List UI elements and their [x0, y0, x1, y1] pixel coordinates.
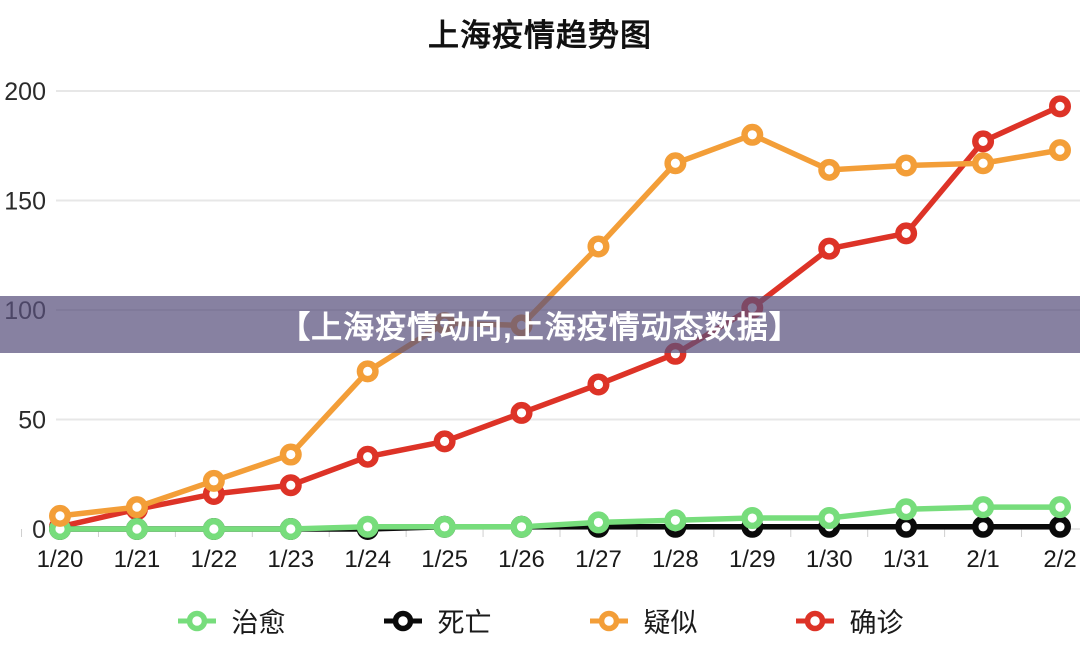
series-confirmed-point	[356, 445, 379, 468]
series-cured-point	[125, 518, 148, 541]
svg-text:0: 0	[32, 516, 46, 544]
svg-text:1/20: 1/20	[37, 546, 84, 573]
legend-item-confirmed[interactable]: 确诊	[795, 601, 904, 640]
series-cured-point	[664, 509, 687, 532]
series-cured-point	[202, 518, 225, 541]
series-cured-point	[1048, 496, 1071, 519]
series-deaths-point	[972, 515, 995, 538]
svg-text:50: 50	[18, 407, 46, 435]
series-deaths-point	[1048, 515, 1071, 538]
series-cured	[49, 496, 1071, 541]
legend-item-suspected[interactable]: 疑似	[589, 601, 698, 640]
svg-text:1/31: 1/31	[883, 546, 930, 573]
series-cured-point	[587, 511, 610, 534]
series-confirmed-point	[587, 373, 610, 396]
legend-item-cured[interactable]: 治愈	[177, 601, 286, 640]
legend-label-deaths: 死亡	[437, 608, 492, 638]
series-deaths-point	[895, 515, 918, 538]
suspected-marker-icon	[589, 610, 628, 631]
svg-text:1/28: 1/28	[652, 546, 699, 573]
series-cured-point	[433, 515, 456, 538]
series-suspected-point	[741, 123, 764, 146]
svg-text:1/26: 1/26	[498, 546, 545, 573]
legend-item-deaths[interactable]: 死亡	[383, 601, 492, 640]
svg-text:1/29: 1/29	[729, 546, 776, 573]
page-title: 上海疫情趋势图	[428, 18, 652, 53]
series-suspected-point	[587, 235, 610, 258]
svg-text:1/27: 1/27	[575, 546, 622, 573]
series-cured-point	[895, 498, 918, 521]
svg-text:1/23: 1/23	[267, 546, 314, 573]
confirmed-marker-icon	[795, 610, 834, 631]
series-confirmed-point	[433, 430, 456, 453]
x-axis-labels: 1/20 1/21 1/22 1/23 1/24 1/25 1/26 1/27 1/28 1/29…	[37, 546, 1077, 573]
series-suspected-point	[202, 469, 225, 492]
series-suspected-point	[1048, 139, 1071, 162]
series-cured-point	[279, 518, 302, 541]
svg-text:2/2: 2/2	[1043, 546, 1076, 573]
legend-label-confirmed: 确诊	[849, 608, 904, 638]
series-cured-point	[818, 507, 841, 530]
series-suspected-point	[895, 154, 918, 177]
series-suspected-point	[356, 360, 379, 383]
legend-label-cured: 治愈	[231, 608, 286, 638]
series-cured-point	[356, 515, 379, 538]
svg-text:1/24: 1/24	[344, 546, 391, 573]
legend-label-suspected: 疑似	[643, 608, 698, 638]
watermark-banner: 【上海疫情动向,上海疫情动态数据】	[0, 296, 1080, 353]
svg-text:1/30: 1/30	[806, 546, 853, 573]
series-suspected-point	[972, 152, 995, 175]
series-confirmed-point	[818, 237, 841, 260]
svg-text:1/22: 1/22	[190, 546, 237, 573]
svg-text:1/25: 1/25	[421, 546, 468, 573]
series-suspected-point	[125, 496, 148, 519]
svg-text:150: 150	[4, 188, 46, 216]
series-cured-point	[510, 515, 533, 538]
svg-text:200: 200	[4, 78, 46, 106]
series-confirmed-point	[1048, 95, 1071, 118]
chart-legend: 治愈 死亡 疑似 确诊	[0, 601, 1080, 640]
series-suspected-point	[664, 152, 687, 175]
cured-marker-icon	[177, 610, 216, 631]
watermark-text: 【上海疫情动向,上海疫情动态数据】	[279, 310, 801, 345]
series-suspected-point	[49, 504, 72, 527]
series-confirmed-point	[510, 401, 533, 424]
series-confirmed-point	[895, 222, 918, 245]
svg-text:1/21: 1/21	[114, 546, 161, 573]
svg-text:2/1: 2/1	[966, 546, 999, 573]
series-cured-point	[741, 507, 764, 530]
series-suspected-point	[279, 443, 302, 466]
series-cured-point	[972, 496, 995, 519]
series-confirmed-point	[972, 130, 995, 153]
series-confirmed-point	[279, 474, 302, 497]
deaths-marker-icon	[383, 610, 422, 631]
series-suspected-point	[818, 158, 841, 181]
